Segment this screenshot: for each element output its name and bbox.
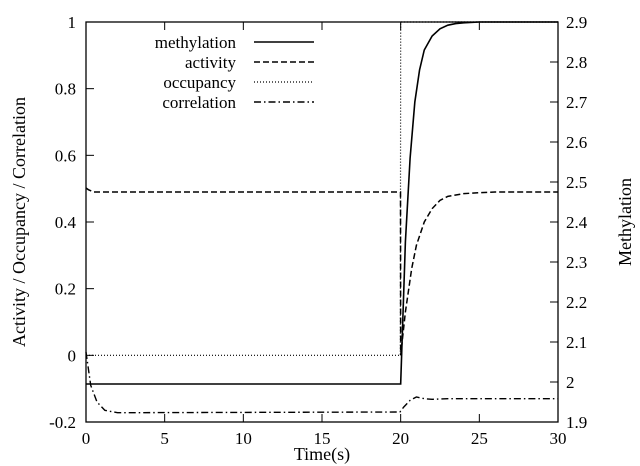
y-left-tick-label: -0.2 — [49, 413, 76, 432]
series-occupancy — [86, 21, 558, 356]
y-left-tick-label: 0.8 — [55, 80, 76, 99]
plot-frame — [85, 21, 559, 423]
x-tick-label: 15 — [314, 429, 331, 448]
y-right-tick-label: 2.4 — [566, 213, 588, 232]
legend-label-correlation: correlation — [162, 93, 236, 112]
x-tick-label: 30 — [550, 429, 567, 448]
legend-label-activity: activity — [185, 53, 236, 72]
series-lines — [85, 21, 558, 414]
x-tick-label: 5 — [160, 429, 169, 448]
series-methylation — [86, 21, 558, 385]
y-left-tick-label: 0.4 — [55, 213, 77, 232]
y-right-tick-label: 2.1 — [566, 333, 587, 352]
x-tick-label: 25 — [471, 429, 488, 448]
y-right-tick-label: 2.2 — [566, 293, 587, 312]
y-left-tick-label: 0.6 — [55, 146, 76, 165]
y-left-tick-label: 1 — [68, 13, 77, 32]
legend-label-occupancy: occupancy — [163, 73, 236, 92]
x-tick-label: 10 — [235, 429, 252, 448]
y-right-tick-label: 2.8 — [566, 53, 587, 72]
x-tick-label: 0 — [82, 429, 91, 448]
legend-label-methylation: methylation — [155, 33, 237, 52]
axis-ticks: 0 5 10 15 20 25 30 -0.2 0 0.2 0.4 0.6 0.8 1 1.9 2 2.1 2.2… — [49, 13, 588, 448]
y-right-tick-label: 2 — [566, 373, 575, 392]
y-right-tick-label: 2.3 — [566, 253, 587, 272]
x-tick-label: 20 — [392, 429, 409, 448]
series-correlation — [85, 351, 558, 414]
x-axis-label: Time(s) — [294, 444, 350, 465]
y-right-tick-label: 1.9 — [566, 413, 587, 432]
series-activity — [85, 187, 558, 356]
y-right-tick-label: 2.9 — [566, 13, 587, 32]
y-axis-left-label: Activity / Occupancy / Correlation — [9, 97, 29, 347]
y-left-tick-label: 0.2 — [55, 280, 76, 299]
y-axis-right-label: Methylation — [615, 178, 635, 266]
y-right-tick-label: 2.6 — [566, 133, 587, 152]
y-left-tick-label: 0 — [68, 346, 77, 365]
y-right-tick-label: 2.7 — [566, 93, 588, 112]
y-right-tick-label: 2.5 — [566, 173, 587, 192]
